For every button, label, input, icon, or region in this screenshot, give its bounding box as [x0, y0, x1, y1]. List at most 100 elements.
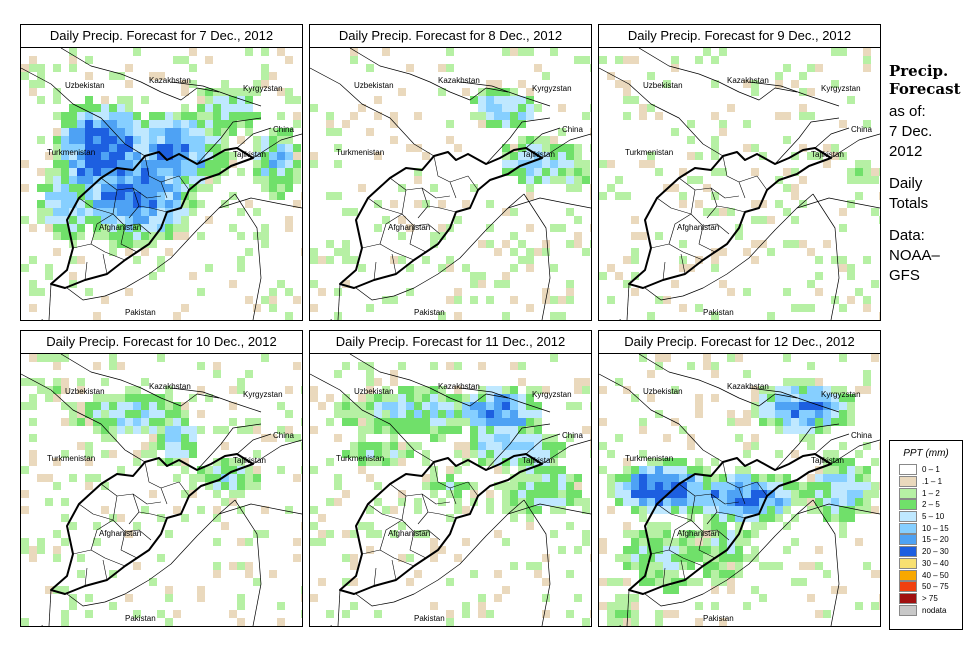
legend-title: PPT (mm)	[903, 448, 949, 459]
precip-cell	[189, 64, 197, 72]
precip-cell	[213, 152, 221, 160]
precip-cell	[149, 168, 157, 176]
map-area: Uzbekistan Kazakhstan Kyrgyzstan China Turkm…	[21, 48, 302, 320]
precip-cell	[149, 394, 157, 402]
country-label-pakistan: Pakistan	[125, 614, 156, 623]
precip-cell	[751, 410, 759, 418]
precip-cell	[510, 506, 518, 514]
precip-cell	[462, 418, 470, 426]
precip-cell	[751, 144, 759, 152]
precip-cell	[181, 466, 189, 474]
precip-cell	[599, 442, 607, 450]
precip-cell	[342, 394, 350, 402]
precip-cell	[879, 594, 880, 602]
precip-cell	[390, 402, 398, 410]
precip-cell	[285, 426, 293, 434]
precip-cell	[759, 474, 767, 482]
precip-cell	[799, 240, 807, 248]
precip-cell	[85, 442, 93, 450]
precip-cell	[109, 176, 117, 184]
country-border	[523, 193, 551, 320]
precip-cell	[751, 514, 759, 522]
precip-cell	[237, 482, 245, 490]
precip-cell	[269, 160, 277, 168]
precip-cell	[831, 394, 839, 402]
precip-cell	[301, 466, 302, 474]
precip-cell	[791, 192, 799, 200]
precip-cell	[430, 402, 438, 410]
precip-cell	[446, 362, 454, 370]
precip-cell	[631, 56, 639, 64]
province-boundary	[128, 511, 140, 525]
precip-cell	[406, 386, 414, 394]
precip-cell	[125, 104, 133, 112]
precip-cell	[173, 208, 181, 216]
precip-cell	[261, 64, 269, 72]
precip-cell	[446, 402, 454, 410]
precip-cell	[374, 482, 382, 490]
precip-cell	[574, 402, 582, 410]
precip-cell	[607, 490, 615, 498]
precip-cell	[85, 410, 93, 418]
precip-cell	[85, 120, 93, 128]
precip-cell	[69, 418, 77, 426]
precip-cell	[727, 514, 735, 522]
precip-cell	[422, 418, 430, 426]
precip-cell	[671, 128, 679, 136]
precip-cell	[719, 490, 727, 498]
precip-cell	[125, 594, 133, 602]
precip-cell	[855, 386, 863, 394]
precip-cell	[607, 602, 615, 610]
country-label-pakistan: Pakistan	[703, 308, 734, 317]
precip-cell	[454, 410, 462, 418]
precip-cell	[695, 554, 703, 562]
precip-cell	[261, 48, 269, 56]
precip-cell	[149, 192, 157, 200]
precip-cell	[735, 570, 743, 578]
precip-cell	[534, 104, 542, 112]
precip-cell	[430, 538, 438, 546]
precip-cell	[398, 386, 406, 394]
precip-cell	[607, 450, 615, 458]
precip-cell	[69, 48, 77, 56]
precip-cell	[462, 538, 470, 546]
precip-cell	[566, 144, 574, 152]
precip-cell	[390, 450, 398, 458]
precip-cell	[663, 554, 671, 562]
precip-cell	[117, 72, 125, 80]
precip-cell	[85, 104, 93, 112]
precip-cell	[639, 482, 647, 490]
precip-cell	[77, 136, 85, 144]
precip-cell	[687, 264, 695, 272]
asof-date-line1: 7 Dec.	[889, 123, 933, 140]
precip-cell	[141, 378, 149, 386]
precip-cell	[703, 466, 711, 474]
precip-cell	[165, 426, 173, 434]
precip-cell	[141, 232, 149, 240]
precip-cell	[189, 482, 197, 490]
precip-cell	[374, 450, 382, 458]
precip-cell	[454, 296, 462, 304]
precip-cell	[526, 562, 534, 570]
precip-cell	[61, 402, 69, 410]
precip-cell	[735, 232, 743, 240]
precip-cell	[623, 490, 631, 498]
precip-cell	[566, 184, 574, 192]
precip-cell	[261, 168, 269, 176]
precip-cell	[173, 136, 181, 144]
precip-cell	[53, 208, 61, 216]
precip-cell	[502, 48, 510, 56]
precip-cell	[197, 112, 205, 120]
legend-item: 20 – 30	[890, 546, 962, 558]
precip-cell	[285, 386, 293, 394]
precip-cell	[735, 474, 743, 482]
precip-cell	[791, 240, 799, 248]
precip-cell	[318, 514, 326, 522]
precip-cell	[93, 410, 101, 418]
precip-cell	[847, 466, 855, 474]
precip-cell	[358, 450, 366, 458]
precip-cell	[454, 506, 462, 514]
precip-cell	[350, 56, 358, 64]
precip-cell	[334, 482, 342, 490]
precip-cell	[615, 618, 623, 626]
